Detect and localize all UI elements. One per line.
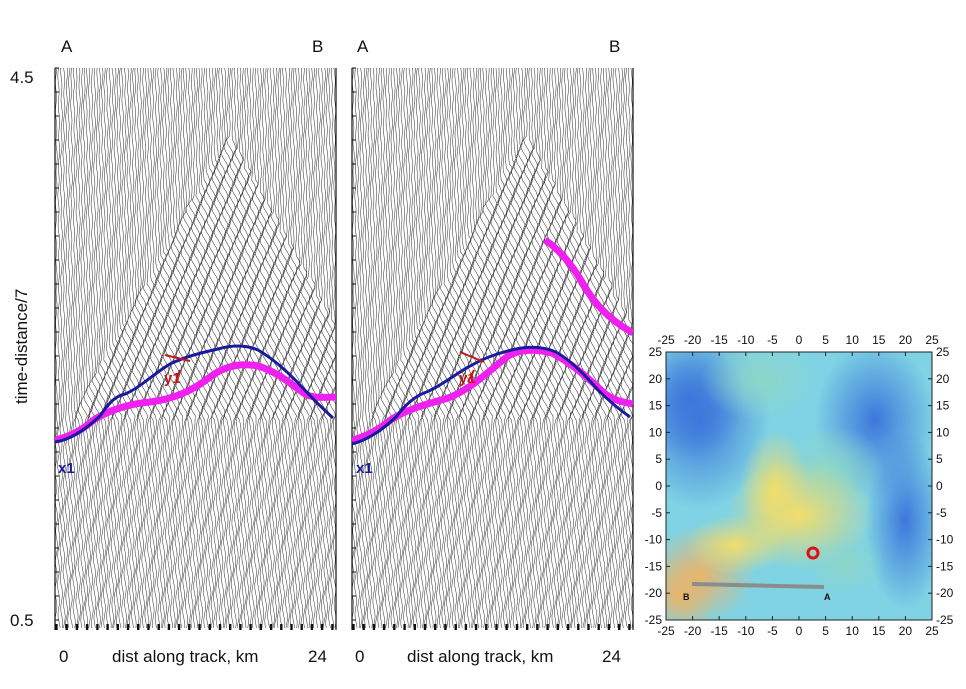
panel-left-label-a: A [61, 37, 73, 56]
map-location-marker [806, 546, 820, 560]
map-x-tick-bottom: -15 [711, 624, 729, 638]
map-x-tick-top: 15 [872, 333, 886, 347]
map-track-label-a: A [824, 592, 831, 602]
map-y-tick-left: 20 [649, 372, 663, 386]
map-x-tick-bottom: 15 [872, 624, 886, 638]
map-y-tick-left: 5 [655, 452, 662, 466]
blue-horizon-curve-left [55, 344, 335, 444]
map-track-line [691, 582, 825, 589]
map-y-tick-left: 0 [655, 479, 662, 493]
panel-left-x-end: 24 [308, 647, 327, 666]
map-x-tick-bottom: 25 [925, 624, 939, 638]
seismic-panel-right: x1 y1 [351, 67, 634, 630]
map-y-tick-right: -15 [936, 559, 954, 573]
map-y-tick-right: -20 [936, 586, 954, 600]
panel-left-x-start: 0 [59, 647, 68, 666]
trace-ticks-left [54, 67, 337, 630]
map-x-tick-top: -25 [657, 333, 675, 347]
map-x-tick-bottom: -25 [657, 624, 675, 638]
trace-ticks-right [351, 67, 634, 630]
map-x-tick-bottom: 0 [796, 624, 803, 638]
map-y-tick-right: 15 [936, 399, 950, 413]
map-x-tick-top: -15 [711, 333, 729, 347]
red-pick-line-left [164, 354, 191, 382]
map-y-tick-left: 15 [649, 399, 663, 413]
map-y-tick-right: 0 [936, 479, 943, 493]
y-axis-top-tick: 4.5 [10, 68, 34, 87]
map-y-tick-left: -5 [651, 506, 662, 520]
curve-label-x1-right: x1 [356, 460, 373, 477]
map-x-tick-top: -10 [737, 333, 755, 347]
map-x-tick-bottom: 5 [822, 624, 829, 638]
panel-left-x-title: dist along track, km [112, 647, 258, 666]
map-color-field [666, 352, 932, 620]
panel-right-x-end: 24 [602, 647, 621, 666]
map-y-tick-right: -10 [936, 533, 954, 547]
map-y-tick-left: 10 [649, 425, 663, 439]
y-axis-bottom-tick: 0.5 [10, 611, 34, 630]
map-x-tick-bottom: -5 [767, 624, 778, 638]
map-y-tick-right: 25 [936, 345, 950, 359]
curve-label-y1-right: y1 [459, 370, 476, 387]
curve-label-y1-left: y1 [164, 370, 181, 387]
map-y-tick-left: -20 [645, 586, 663, 600]
map-y-tick-left: 25 [649, 345, 663, 359]
panel-right-x-title: dist along track, km [407, 647, 553, 666]
blue-horizon-curve-right [352, 345, 631, 446]
map-y-tick-right: 20 [936, 372, 950, 386]
map-y-tick-left: -25 [645, 613, 663, 627]
map-x-tick-top: 5 [822, 333, 829, 347]
map-x-tick-top: -5 [767, 333, 778, 347]
red-pick-line-right [459, 351, 485, 383]
map-x-tick-top: -20 [684, 333, 702, 347]
map-x-tick-bottom: 10 [846, 624, 860, 638]
curve-label-x1-left: x1 [58, 460, 75, 477]
map-x-tick-bottom: -20 [684, 624, 702, 638]
map-track-label-b: B [683, 592, 690, 602]
map-x-tick-top: 0 [796, 333, 803, 347]
map-x-tick-bottom: 20 [899, 624, 913, 638]
map-x-tick-top: 25 [925, 333, 939, 347]
map-x-tick-bottom: -10 [737, 624, 755, 638]
panel-right-label-b: B [609, 37, 620, 56]
topography-map: -25-25-20-20-15-15-10-10-5-5005510101515… [645, 333, 954, 638]
map-y-tick-right: -25 [936, 613, 954, 627]
map-y-tick-left: -10 [645, 533, 663, 547]
map-y-tick-right: 5 [936, 452, 943, 466]
map-axis-ticks: -25-25-20-20-15-15-10-10-5-5005510101515… [645, 333, 954, 638]
map-x-tick-top: 20 [899, 333, 913, 347]
map-y-tick-right: -5 [936, 506, 947, 520]
map-y-tick-right: 10 [936, 425, 950, 439]
panel-right-label-a: A [357, 37, 369, 56]
seismic-panel-left: x1 y1 [54, 67, 337, 630]
panel-left-label-b: B [312, 37, 323, 56]
panel-right-x-start: 0 [355, 647, 364, 666]
map-x-tick-top: 10 [846, 333, 860, 347]
magenta-deep-curve-right [542, 237, 633, 337]
y-axis-title: time-distance/7 [12, 289, 31, 404]
map-y-tick-left: -15 [645, 559, 663, 573]
